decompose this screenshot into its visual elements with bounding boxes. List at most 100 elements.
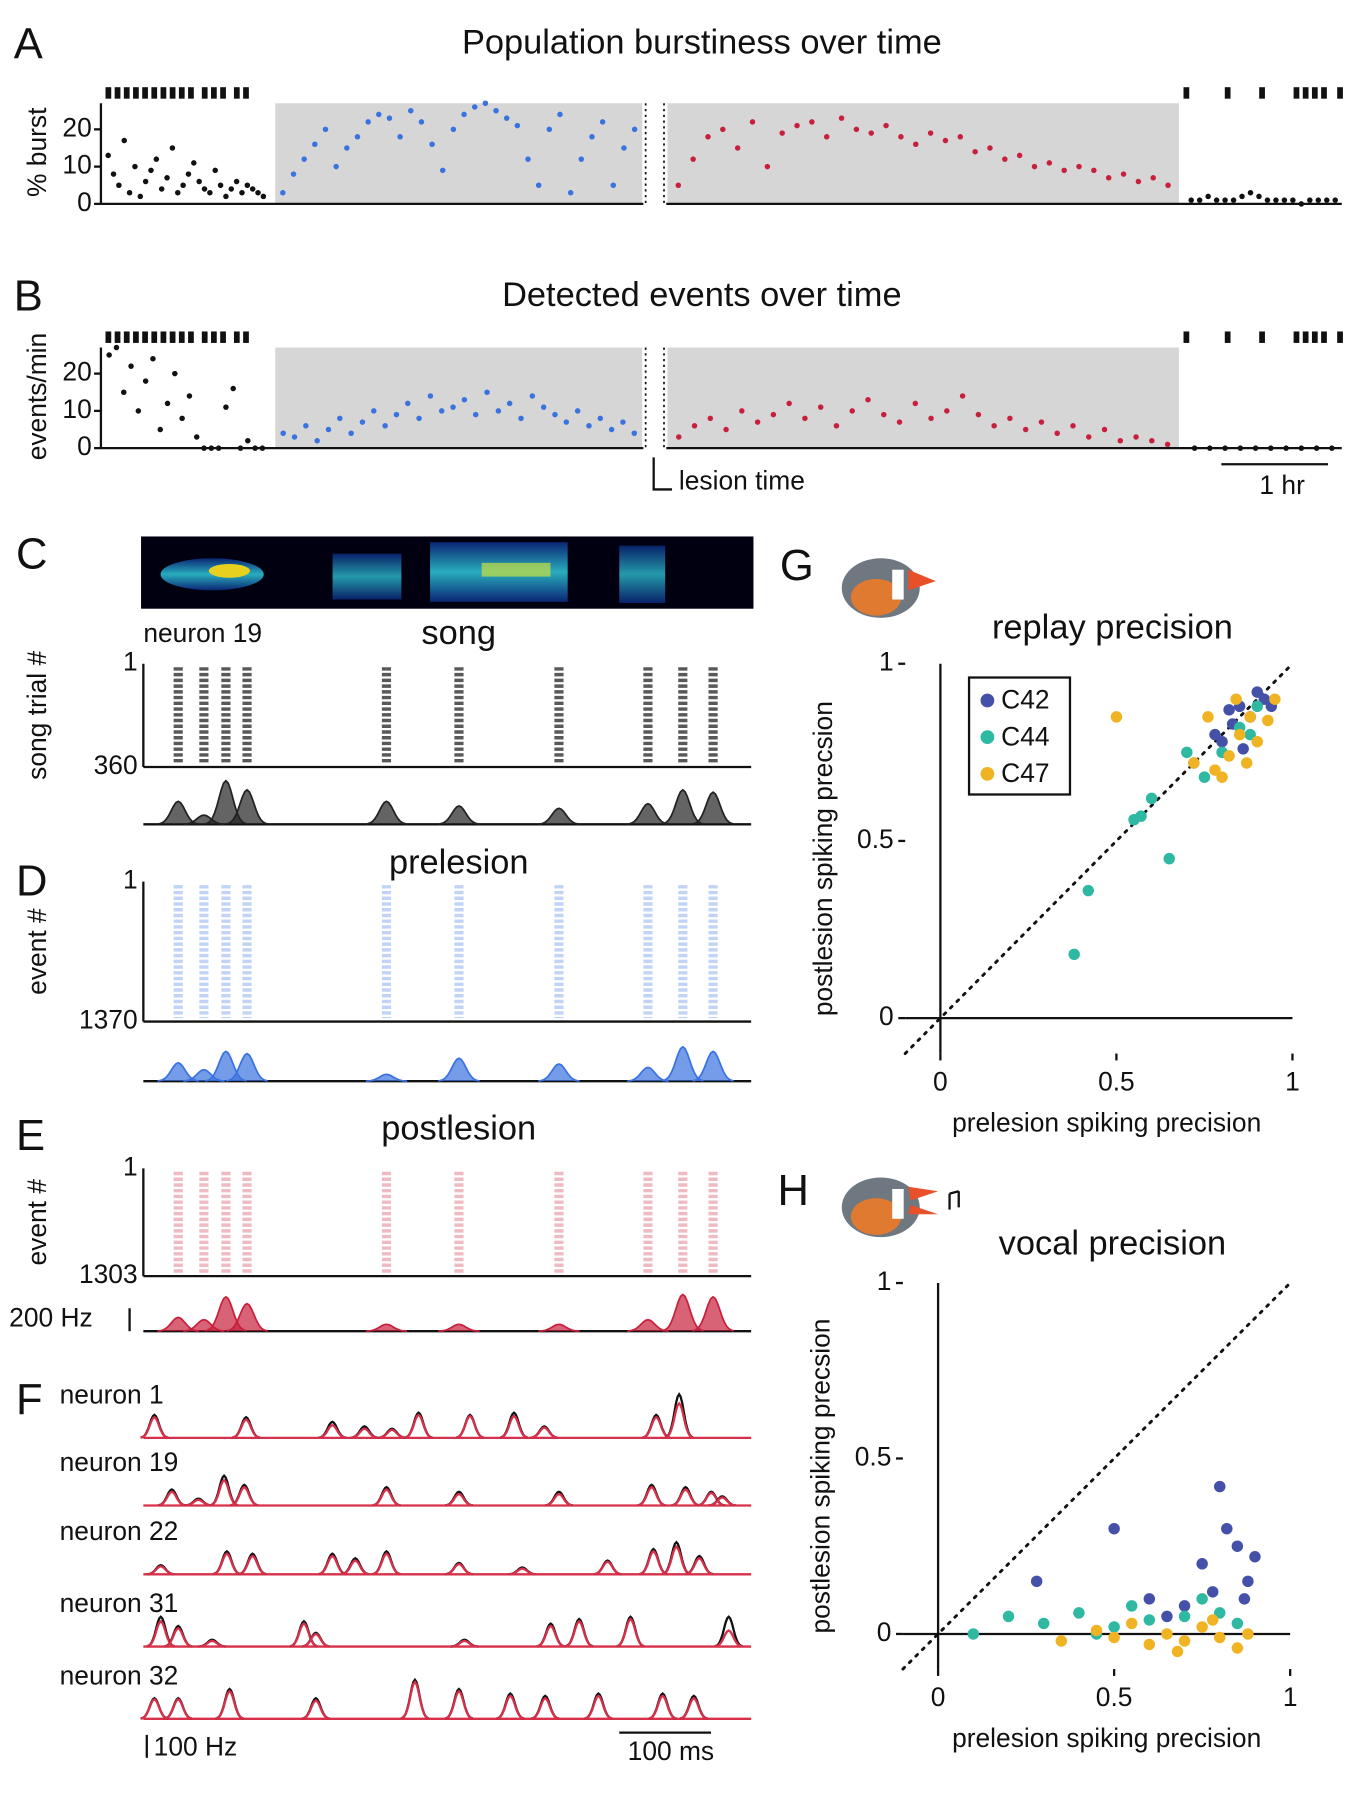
song-bout	[178, 87, 185, 99]
data-point	[314, 437, 320, 444]
data-point	[552, 411, 558, 418]
data-point	[944, 408, 950, 414]
data-point	[868, 130, 874, 136]
data-point	[303, 423, 309, 429]
data-point	[809, 119, 815, 125]
data-point	[128, 363, 134, 369]
replay-peak	[238, 1554, 267, 1576]
panel-letter: C	[16, 531, 47, 579]
song-bout	[1293, 331, 1300, 343]
replay-peak	[545, 1492, 573, 1507]
song-bout	[123, 331, 130, 343]
replay-peak	[445, 1492, 473, 1507]
rate-peak	[627, 1066, 669, 1082]
song-bout	[133, 87, 139, 99]
y-tick-label: 0	[77, 431, 92, 461]
replay-peak	[639, 1549, 668, 1576]
data-point	[260, 193, 267, 200]
data-point	[249, 186, 256, 192]
data-point	[1191, 445, 1198, 451]
data-point	[230, 385, 236, 392]
data-point	[116, 182, 122, 189]
replay-peak	[637, 1485, 666, 1507]
data-point	[1222, 197, 1228, 203]
break	[643, 345, 667, 453]
data-point	[416, 415, 422, 422]
replay-peak	[445, 1562, 473, 1576]
data-point	[1082, 884, 1094, 897]
replay-peak	[531, 1696, 560, 1720]
song-bout	[233, 331, 240, 343]
data-point	[1264, 197, 1271, 203]
data-point	[1076, 163, 1082, 170]
data-point	[883, 122, 889, 129]
data-point	[1329, 445, 1335, 451]
data-point	[972, 148, 978, 155]
data-point	[540, 404, 547, 410]
replay-peak	[184, 1498, 213, 1507]
data-point	[597, 415, 604, 422]
data-point	[589, 134, 595, 140]
data-point	[578, 156, 585, 162]
chart-title: Detected events over time	[502, 276, 902, 314]
data-point	[1269, 693, 1281, 705]
scale-bar-label: 1 hr	[1259, 470, 1305, 500]
data-point	[739, 408, 745, 414]
data-point	[1198, 771, 1211, 783]
data-point	[354, 134, 361, 140]
panel-title: postlesion	[381, 1110, 536, 1148]
data-point	[1150, 175, 1156, 181]
y-axis-label: events/min	[22, 333, 52, 460]
spectrogram	[141, 536, 754, 609]
data-point	[957, 134, 964, 140]
replay-peak	[164, 1697, 193, 1720]
data-point	[1031, 163, 1038, 170]
data-point	[1290, 197, 1296, 203]
rate-peak	[226, 1302, 268, 1332]
data-point	[723, 426, 729, 433]
data-point	[252, 445, 258, 451]
data-point	[621, 145, 627, 151]
data-point	[1262, 714, 1274, 727]
data-point	[1101, 426, 1108, 433]
rate-peak	[365, 800, 408, 825]
y-tick-label: 0.5	[855, 1441, 892, 1471]
panel-title: song	[421, 614, 496, 652]
data-point	[676, 434, 682, 440]
song-bout	[142, 331, 148, 343]
data-point	[1196, 197, 1203, 203]
data-point	[333, 163, 339, 170]
y-tick-label: 1	[123, 865, 138, 895]
shaded-period	[667, 347, 1179, 449]
y-tick-label: 0	[877, 1617, 892, 1647]
data-point	[1214, 1607, 1226, 1619]
data-point	[691, 423, 698, 429]
data-point	[1252, 445, 1259, 451]
data-point	[142, 378, 149, 384]
panel-letter: E	[16, 1112, 45, 1160]
x-tick-label: 0.5	[1098, 1066, 1135, 1096]
data-point	[802, 415, 808, 422]
data-point	[1143, 1593, 1156, 1605]
song-bout	[1293, 87, 1300, 99]
x-tick-label: 0	[933, 1066, 948, 1096]
data-point	[1214, 1631, 1226, 1644]
data-point	[1209, 728, 1221, 741]
data-point	[1002, 1610, 1015, 1623]
data-point	[1120, 171, 1127, 177]
data-point	[1283, 445, 1289, 451]
data-point	[1171, 1645, 1184, 1658]
data-point	[1090, 1624, 1103, 1637]
data-point	[1207, 445, 1213, 451]
data-point	[1332, 197, 1338, 203]
data-point	[185, 171, 192, 177]
data-point	[1054, 430, 1060, 436]
song-bout	[1183, 87, 1190, 99]
trace-peak	[714, 1615, 743, 1648]
replay-peak	[350, 1427, 379, 1439]
replay-peak	[318, 1423, 347, 1439]
data-point	[280, 430, 286, 436]
data-point	[191, 160, 197, 166]
data-point	[1324, 197, 1330, 203]
bird-icon	[841, 558, 936, 618]
